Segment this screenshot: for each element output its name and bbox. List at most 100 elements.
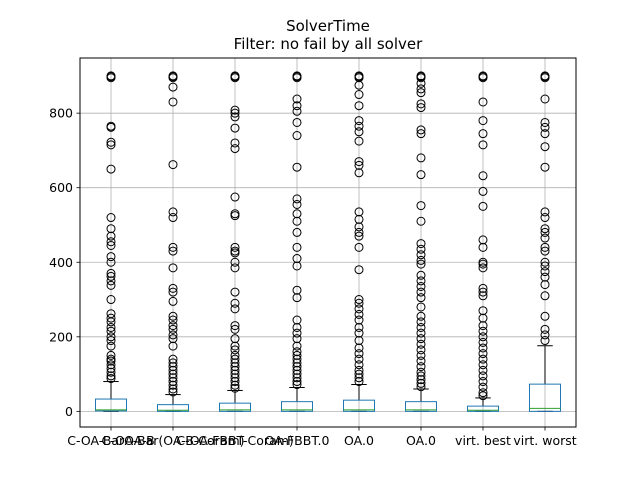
outlier-point <box>478 354 488 364</box>
outlier-point <box>478 332 488 342</box>
box-iqr <box>281 401 313 412</box>
outlier-point <box>478 388 488 398</box>
outlier-point <box>478 242 488 252</box>
outlier-point <box>540 207 550 217</box>
outlier-point <box>478 306 488 316</box>
outlier-point <box>478 377 488 387</box>
outlier-point <box>416 125 426 135</box>
outlier-point <box>416 201 426 211</box>
outlier-point <box>354 295 364 305</box>
outlier-point <box>168 330 178 340</box>
x-tick-label: OA.0 <box>406 433 436 448</box>
outlier-point <box>106 271 116 281</box>
outlier-point <box>416 259 426 269</box>
outlier-point <box>416 356 426 366</box>
outlier-point <box>478 259 488 269</box>
outlier-point <box>354 322 364 332</box>
x-tick-label: virt. worst <box>513 433 576 448</box>
outlier-point <box>168 341 178 351</box>
outlier-point <box>106 73 116 83</box>
outlier-point <box>106 341 116 351</box>
outlier-point <box>354 315 364 325</box>
outlier-point <box>292 377 302 387</box>
outlier-point <box>416 239 426 249</box>
outlier-point <box>168 160 178 170</box>
outlier-point <box>106 313 116 323</box>
outlier-point <box>230 380 240 390</box>
outlier-point <box>416 311 426 321</box>
outlier-point <box>106 295 116 305</box>
outlier-point <box>416 375 426 385</box>
box-iqr <box>157 404 189 412</box>
outlier-point <box>478 287 488 297</box>
outlier-point <box>106 374 116 384</box>
outlier-point <box>354 242 364 252</box>
outlier-point <box>416 293 426 303</box>
outlier-point <box>540 142 550 152</box>
outlier-point <box>106 336 116 346</box>
outlier-point <box>106 140 116 150</box>
outlier-point <box>478 97 488 107</box>
outlier-point <box>168 334 178 344</box>
outlier-point <box>540 324 550 334</box>
outlier-point <box>416 382 426 392</box>
outlier-point <box>168 242 178 252</box>
outlier-point <box>354 222 364 232</box>
outlier-points <box>106 71 550 401</box>
outlier-point <box>478 343 488 353</box>
outlier-point <box>540 162 550 172</box>
outlier-point <box>540 227 550 237</box>
outlier-point <box>354 160 364 170</box>
outlier-point <box>478 235 488 245</box>
outlier-point <box>416 255 426 265</box>
outlier-point <box>168 377 178 387</box>
outlier-point <box>540 280 550 290</box>
outlier-point <box>478 171 488 181</box>
outlier-point <box>230 383 240 393</box>
x-tick-label: virt. best <box>455 433 511 448</box>
boxplots <box>95 345 561 412</box>
outlier-point <box>416 250 426 260</box>
outlier-point <box>168 263 178 273</box>
y-tick-label: 200 <box>49 329 73 344</box>
outlier-point <box>540 261 550 271</box>
outlier-point <box>292 106 302 116</box>
outlier-point <box>416 99 426 109</box>
outlier-point <box>168 324 178 334</box>
outlier-point <box>168 380 178 390</box>
outlier-point <box>354 349 364 359</box>
outlier-point <box>168 321 178 331</box>
outlier-point <box>354 157 364 167</box>
outlier-point <box>354 116 364 126</box>
outlier-point <box>540 213 550 223</box>
outlier-point <box>230 334 240 344</box>
outlier-point <box>168 369 178 379</box>
outlier-point <box>478 116 488 126</box>
outlier-point <box>354 365 364 375</box>
outlier-point <box>230 298 240 308</box>
x-tick-label: C-OA-BarOA-B <box>67 433 154 448</box>
outlier-point <box>540 291 550 301</box>
outlier-point <box>230 105 240 115</box>
outlier-point <box>416 302 426 312</box>
outlier-point <box>168 283 178 293</box>
outlier-point <box>230 108 240 118</box>
outlier-point <box>354 360 364 370</box>
outlier-point <box>168 207 178 217</box>
outlier-point <box>168 287 178 297</box>
outlier-point <box>168 354 178 364</box>
outlier-point <box>416 244 426 254</box>
outlier-point <box>168 246 178 256</box>
outlier-point <box>168 213 178 223</box>
outlier-point <box>292 261 302 271</box>
outlier-point <box>478 349 488 359</box>
outlier-point <box>540 122 550 132</box>
outlier-point <box>416 328 426 338</box>
outlier-point <box>292 328 302 338</box>
outlier-point <box>416 216 426 226</box>
y-tick-label: 400 <box>49 255 73 270</box>
outlier-point <box>292 94 302 104</box>
y-axis: 0 200 400 600 800 <box>49 106 80 419</box>
outlier-point <box>354 101 364 111</box>
